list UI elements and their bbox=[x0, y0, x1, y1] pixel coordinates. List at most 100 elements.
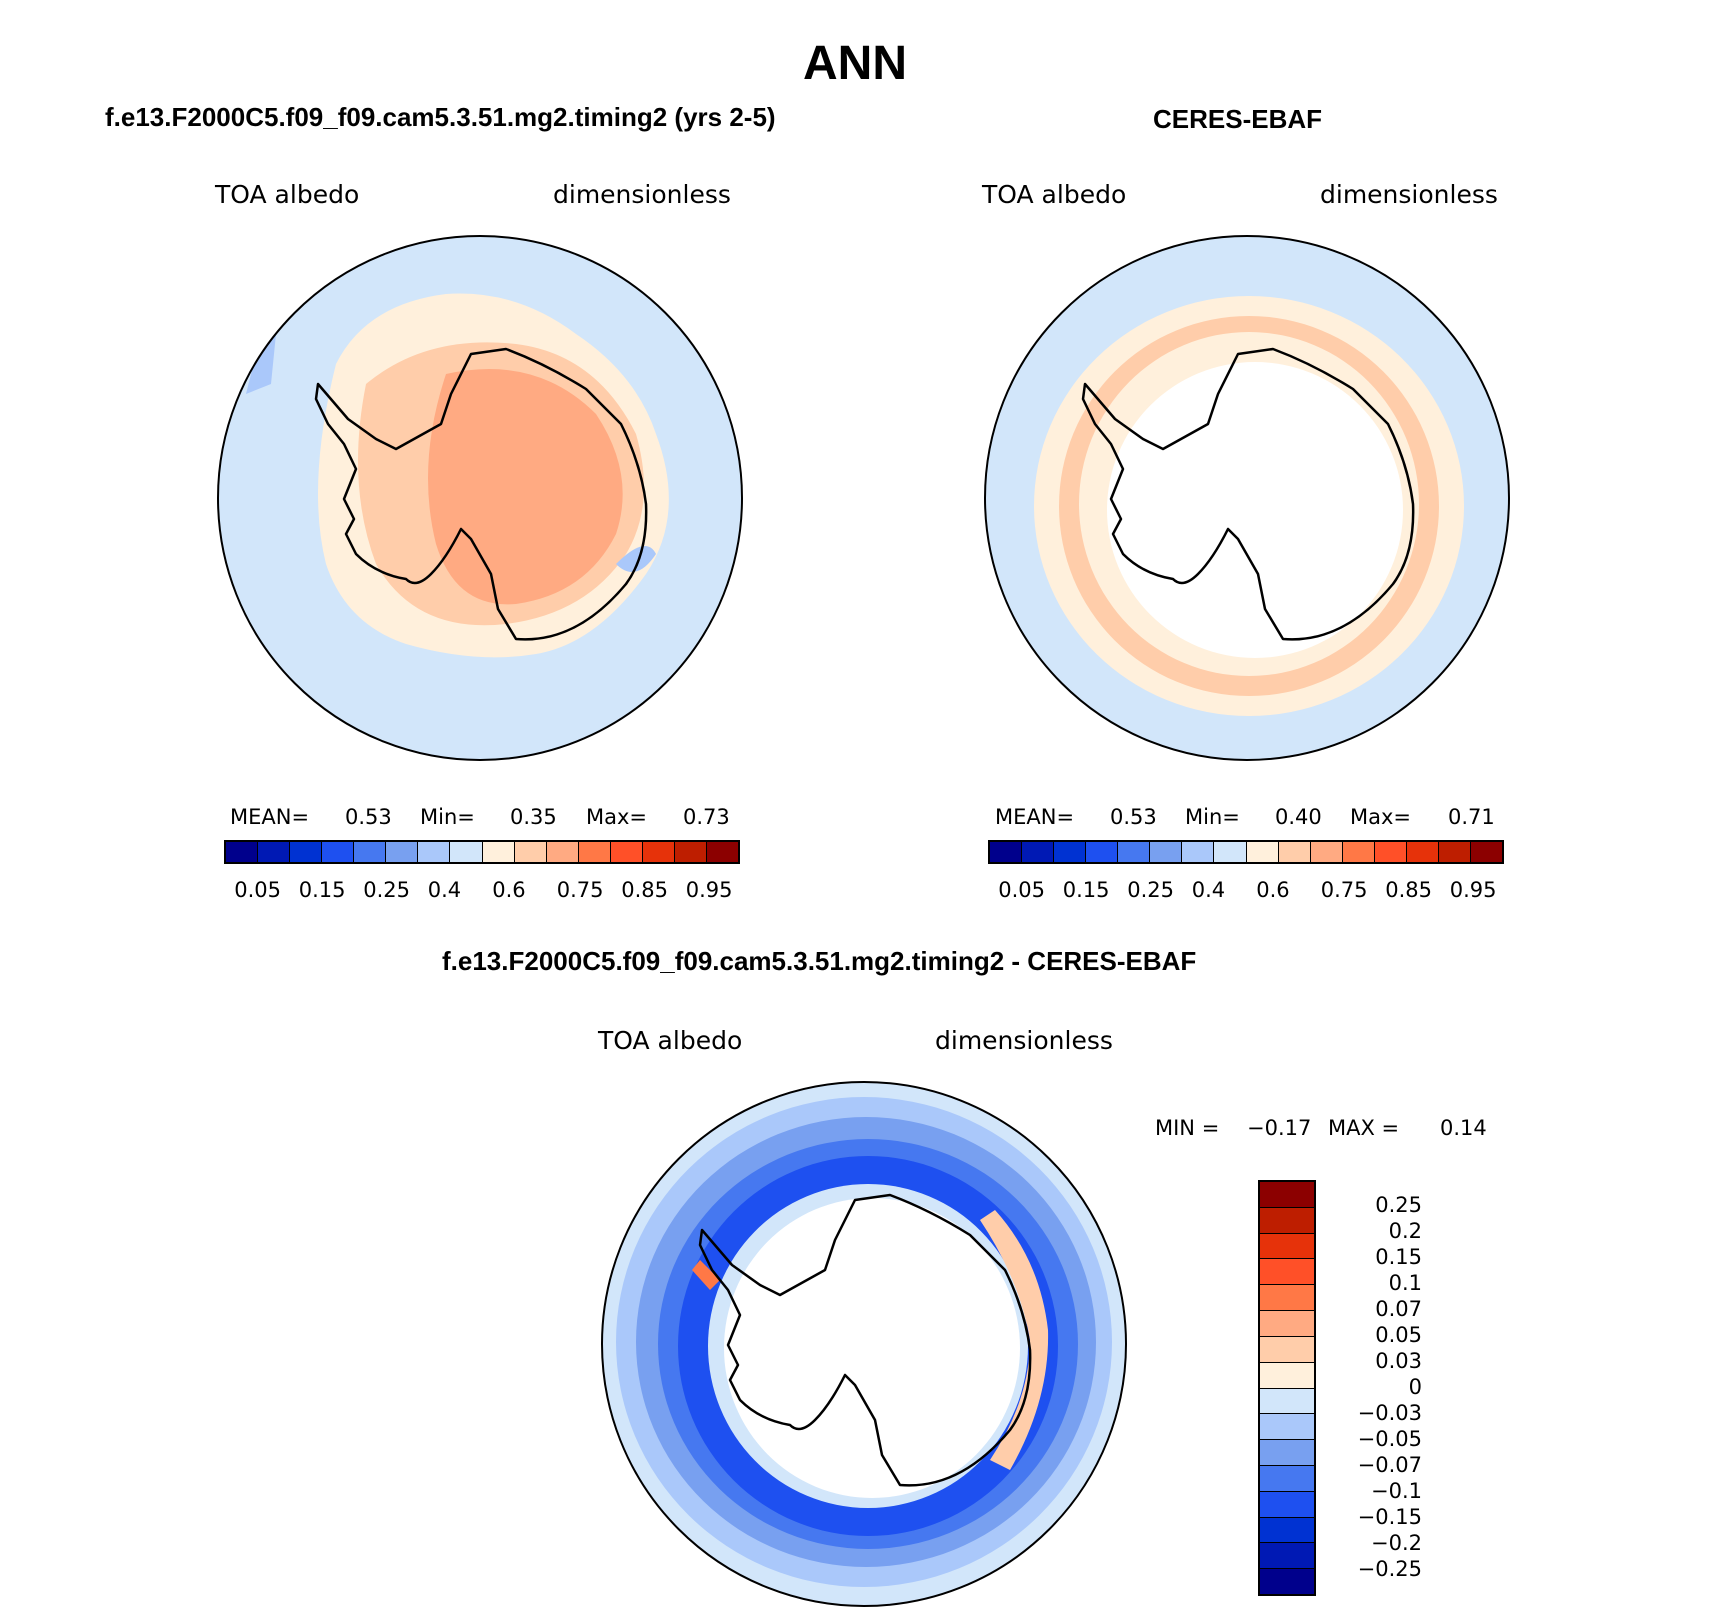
colorbar-label: 0.6 bbox=[492, 878, 526, 902]
colorbar-swatch bbox=[1054, 842, 1087, 862]
colorbar-label: −0.07 bbox=[1357, 1453, 1422, 1477]
panel3-map bbox=[601, 1081, 1127, 1607]
colorbar-swatch bbox=[1086, 842, 1119, 862]
panel3-max-value: 0.14 bbox=[1440, 1116, 1487, 1140]
colorbar-label: 0.6 bbox=[1256, 878, 1290, 902]
colorbar-label: −0.05 bbox=[1357, 1427, 1422, 1451]
panel3-colorbar-labels: 0.25 0.2 0.15 0.1 0.07 0.05 0.03 0 −0.03 −0.05 −0.… bbox=[1322, 1180, 1422, 1596]
panel2-colorbar-labels: 0.05 0.15 0.25 0.4 0.6 0.75 0.85 0.95 bbox=[988, 878, 1504, 904]
colorbar-swatch bbox=[482, 842, 515, 862]
colorbar-label: 0 bbox=[1408, 1375, 1422, 1399]
colorbar-swatch bbox=[386, 842, 419, 862]
colorbar-swatch bbox=[706, 842, 738, 862]
colorbar-swatch bbox=[1260, 1182, 1314, 1208]
panel2-title: CERES-EBAF bbox=[1153, 104, 1323, 134]
panel2-colorbar bbox=[988, 840, 1504, 864]
panel1-colorbar-labels: 0.05 0.15 0.25 0.4 0.6 0.75 0.85 0.95 bbox=[224, 878, 740, 904]
colorbar-swatch bbox=[354, 842, 387, 862]
colorbar-swatch bbox=[1022, 842, 1055, 862]
colorbar-swatch bbox=[642, 842, 675, 862]
panel2-map-boundary bbox=[984, 235, 1510, 761]
colorbar-label: 0.15 bbox=[298, 878, 346, 902]
panel1-map bbox=[217, 235, 743, 761]
colorbar-swatch bbox=[1374, 842, 1407, 862]
colorbar-label: 0.85 bbox=[1385, 878, 1433, 902]
colorbar-swatch bbox=[1260, 1491, 1314, 1518]
panel1-colorbar bbox=[224, 840, 740, 864]
colorbar-swatch bbox=[1246, 842, 1279, 862]
colorbar-swatch bbox=[1260, 1517, 1314, 1544]
panel2-antarctica-coastline bbox=[1081, 347, 1415, 641]
colorbar-swatch bbox=[418, 842, 451, 862]
colorbar-label: 0.15 bbox=[1062, 878, 1110, 902]
panel1-antarctica-coastline bbox=[314, 347, 648, 641]
colorbar-swatch bbox=[1438, 842, 1471, 862]
panel2-min-label: Min= bbox=[1185, 805, 1240, 829]
colorbar-swatch bbox=[1260, 1311, 1314, 1337]
panel2-map bbox=[984, 235, 1510, 761]
colorbar-label: 0.07 bbox=[1375, 1297, 1422, 1321]
panel2-max-value: 0.71 bbox=[1448, 805, 1495, 829]
colorbar-swatch bbox=[1260, 1414, 1314, 1441]
panel2-min-value: 0.40 bbox=[1275, 805, 1322, 829]
colorbar-label: 0.95 bbox=[685, 878, 733, 902]
panel2-max-label: Max= bbox=[1350, 805, 1412, 829]
panel3-variable: TOA albedo bbox=[598, 1026, 743, 1055]
colorbar-swatch bbox=[1406, 842, 1439, 862]
colorbar-swatch bbox=[258, 842, 291, 862]
colorbar-label: −0.1 bbox=[1371, 1479, 1422, 1503]
colorbar-label: 0.25 bbox=[363, 878, 411, 902]
colorbar-label: 0.05 bbox=[1375, 1323, 1422, 1347]
colorbar-swatch bbox=[1260, 1440, 1314, 1466]
colorbar-label: 0.1 bbox=[1388, 1271, 1422, 1295]
colorbar-label: 0.05 bbox=[998, 878, 1046, 902]
colorbar-label: −0.2 bbox=[1371, 1531, 1422, 1555]
colorbar-swatch bbox=[1260, 1207, 1314, 1234]
colorbar-swatch bbox=[578, 842, 611, 862]
panel1-variable: TOA albedo bbox=[215, 180, 360, 209]
colorbar-swatch bbox=[1310, 842, 1343, 862]
colorbar-label: 0.4 bbox=[427, 878, 462, 902]
colorbar-label: 0.05 bbox=[234, 878, 282, 902]
panel1-units: dimensionless bbox=[553, 180, 731, 209]
page-title: ANN bbox=[803, 37, 907, 90]
colorbar-label: −0.25 bbox=[1357, 1557, 1422, 1581]
colorbar-label: 0.25 bbox=[1375, 1193, 1422, 1217]
colorbar-label: 0.85 bbox=[621, 878, 669, 902]
colorbar-swatch bbox=[1260, 1569, 1314, 1594]
colorbar-swatch bbox=[1182, 842, 1215, 862]
colorbar-swatch bbox=[1278, 842, 1311, 862]
colorbar-label: 0.4 bbox=[1191, 878, 1226, 902]
colorbar-swatch bbox=[226, 842, 259, 862]
colorbar-label: −0.15 bbox=[1357, 1505, 1422, 1529]
panel3-antarctica-coastline bbox=[698, 1193, 1032, 1487]
colorbar-swatch bbox=[1150, 842, 1183, 862]
colorbar-label: 0.03 bbox=[1375, 1349, 1422, 1373]
panel2-mean-label: MEAN= bbox=[995, 805, 1075, 829]
colorbar-label: −0.03 bbox=[1357, 1401, 1422, 1425]
colorbar-swatch bbox=[290, 842, 323, 862]
panel2-mean-value: 0.53 bbox=[1110, 805, 1157, 829]
panel1-min-label: Min= bbox=[420, 805, 475, 829]
colorbar-swatch bbox=[674, 842, 707, 862]
panel3-max-label: MAX = bbox=[1328, 1116, 1400, 1140]
panel1-max-label: Max= bbox=[586, 805, 648, 829]
panel1-map-boundary bbox=[217, 235, 743, 761]
colorbar-label: 0.25 bbox=[1127, 878, 1175, 902]
colorbar-swatch bbox=[514, 842, 547, 862]
colorbar-swatch bbox=[322, 842, 355, 862]
colorbar-label: 0.2 bbox=[1388, 1219, 1422, 1243]
colorbar-swatch bbox=[1260, 1543, 1314, 1570]
colorbar-swatch bbox=[1342, 842, 1375, 862]
panel3-units: dimensionless bbox=[935, 1026, 1113, 1055]
panel3-min-label: MIN = bbox=[1155, 1116, 1220, 1140]
colorbar-swatch bbox=[1260, 1336, 1314, 1363]
panel2-variable: TOA albedo bbox=[982, 180, 1127, 209]
colorbar-swatch bbox=[1260, 1362, 1314, 1389]
colorbar-swatch bbox=[1260, 1465, 1314, 1492]
colorbar-swatch bbox=[450, 842, 483, 862]
colorbar-swatch bbox=[1260, 1388, 1314, 1415]
panel1-mean-value: 0.53 bbox=[345, 805, 392, 829]
colorbar-swatch bbox=[610, 842, 643, 862]
panel2-units: dimensionless bbox=[1320, 180, 1498, 209]
